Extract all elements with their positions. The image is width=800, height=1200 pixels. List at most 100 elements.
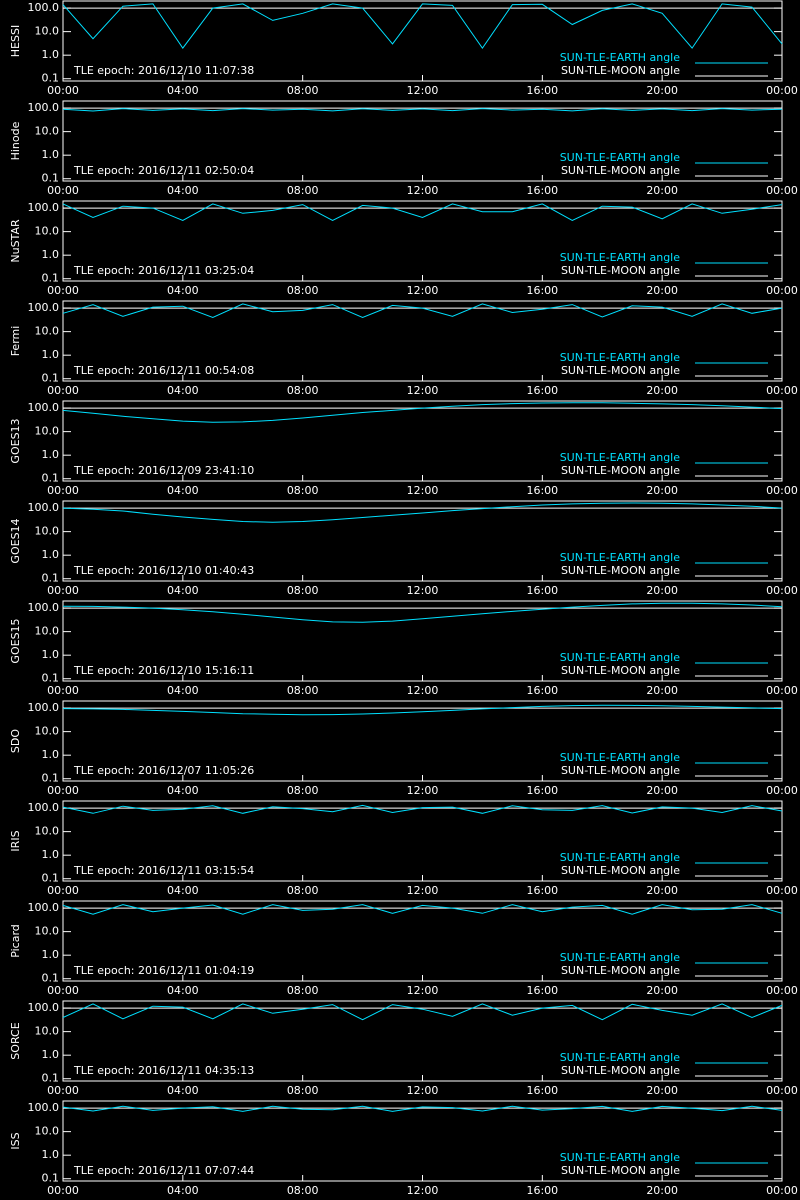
x-tick-label: 00:00 <box>47 684 79 697</box>
y-tick-label: 100.0 <box>28 201 60 214</box>
x-tick-label: 08:00 <box>287 1184 319 1197</box>
y-tick-label: 1.0 <box>42 848 60 861</box>
x-tick-label: 12:00 <box>407 384 439 397</box>
y-tick-label: 0.1 <box>42 872 60 885</box>
legend-label: SUN-TLE-MOON angle <box>561 164 680 177</box>
series-line <box>62 402 783 423</box>
y-tick-label: 100.0 <box>28 301 60 314</box>
x-tick-label: 00:00 <box>766 784 798 797</box>
y-tick-label: 0.1 <box>42 972 60 985</box>
legend-label: SUN-TLE-EARTH angle <box>560 1051 681 1064</box>
panel: 0.1 1.0 10.0 100.0 00:00 04:00 08:00 12:00 16:00… <box>9 100 798 197</box>
panel: 0.1 1.0 10.0 100.0 00:00 04:00 08:00 12:00 16:00… <box>9 400 798 497</box>
y-tick-label: 10.0 <box>35 725 60 738</box>
legend-label: SUN-TLE-MOON angle <box>561 364 680 377</box>
annotation: TLE epoch: 2016/12/11 03:25:04 <box>73 264 254 277</box>
y-tick-label: 0.1 <box>42 172 60 185</box>
y-tick-label: 0.1 <box>42 572 60 585</box>
y-tick-label: 1.0 <box>42 548 60 561</box>
x-tick-label: 00:00 <box>766 384 798 397</box>
y-tick-label: 100.0 <box>28 101 60 114</box>
x-tick-label: 00:00 <box>47 84 79 97</box>
y-tick-label: 0.1 <box>42 272 60 285</box>
x-tick-label: 16:00 <box>526 1084 558 1097</box>
y-tick-label: 100.0 <box>28 601 60 614</box>
y-tick-label: 0.1 <box>42 472 60 485</box>
legend-label: SUN-TLE-EARTH angle <box>560 851 681 864</box>
x-tick-label: 00:00 <box>766 1084 798 1097</box>
y-axis-label: Picard <box>9 924 22 958</box>
x-tick-label: 12:00 <box>407 584 439 597</box>
y-tick-label: 100.0 <box>28 1 60 14</box>
annotation: TLE epoch: 2016/12/10 11:07:38 <box>73 64 254 77</box>
x-tick-label: 00:00 <box>766 84 798 97</box>
x-tick-label: 16:00 <box>526 384 558 397</box>
x-tick-label: 04:00 <box>167 784 199 797</box>
x-tick-label: 16:00 <box>526 484 558 497</box>
annotation: TLE epoch: 2016/12/11 00:54:08 <box>73 364 254 377</box>
x-tick-label: 00:00 <box>47 784 79 797</box>
series-line <box>62 108 783 112</box>
y-tick-label: 1.0 <box>42 448 60 461</box>
legend-label: SUN-TLE-MOON angle <box>561 864 680 877</box>
series-line <box>62 904 783 915</box>
x-tick-label: 00:00 <box>47 984 79 997</box>
panel: 0.1 1.0 10.0 100.0 00:00 04:00 08:00 12:00 16:00… <box>9 300 798 397</box>
x-tick-label: 00:00 <box>766 984 798 997</box>
x-tick-label: 04:00 <box>167 484 199 497</box>
x-tick-label: 20:00 <box>646 284 678 297</box>
y-tick-label: 1.0 <box>42 248 60 261</box>
annotation: TLE epoch: 2016/12/11 03:15:54 <box>73 864 254 877</box>
legend-label: SUN-TLE-MOON angle <box>561 764 680 777</box>
legend-label: SUN-TLE-MOON angle <box>561 1064 680 1077</box>
legend-label: SUN-TLE-EARTH angle <box>560 751 681 764</box>
x-tick-label: 20:00 <box>646 1184 678 1197</box>
y-tick-label: 1.0 <box>42 1048 60 1061</box>
x-tick-label: 04:00 <box>167 184 199 197</box>
x-tick-label: 12:00 <box>407 284 439 297</box>
y-axis-label: GOES14 <box>9 518 22 563</box>
annotation: TLE epoch: 2016/12/07 11:05:26 <box>73 764 254 777</box>
x-tick-label: 16:00 <box>526 584 558 597</box>
x-tick-label: 08:00 <box>287 384 319 397</box>
legend-label: SUN-TLE-MOON angle <box>561 664 680 677</box>
y-tick-label: 1.0 <box>42 348 60 361</box>
y-axis-label: SDO <box>9 729 22 753</box>
x-tick-label: 00:00 <box>47 1084 79 1097</box>
y-tick-label: 100.0 <box>28 801 60 814</box>
x-tick-label: 16:00 <box>526 1184 558 1197</box>
x-tick-label: 12:00 <box>407 184 439 197</box>
annotation: TLE epoch: 2016/12/11 02:50:04 <box>73 164 254 177</box>
x-tick-label: 04:00 <box>167 384 199 397</box>
x-tick-label: 04:00 <box>167 284 199 297</box>
legend-label: SUN-TLE-EARTH angle <box>560 51 681 64</box>
x-tick-label: 00:00 <box>47 884 79 897</box>
legend-label: SUN-TLE-EARTH angle <box>560 251 681 264</box>
annotation: TLE epoch: 2016/12/09 23:41:10 <box>73 464 254 477</box>
y-tick-label: 1.0 <box>42 148 60 161</box>
x-tick-label: 20:00 <box>646 884 678 897</box>
x-tick-label: 08:00 <box>287 584 319 597</box>
x-tick-label: 00:00 <box>47 284 79 297</box>
y-tick-label: 0.1 <box>42 772 60 785</box>
x-tick-label: 20:00 <box>646 384 678 397</box>
legend-label: SUN-TLE-EARTH angle <box>560 351 681 364</box>
x-tick-label: 12:00 <box>407 884 439 897</box>
y-tick-label: 10.0 <box>35 325 60 338</box>
x-tick-label: 08:00 <box>287 184 319 197</box>
y-tick-label: 1.0 <box>42 948 60 961</box>
y-axis-label: GOES13 <box>9 418 22 463</box>
x-tick-label: 00:00 <box>766 1184 798 1197</box>
y-tick-label: 0.1 <box>42 1172 60 1185</box>
y-tick-label: 1.0 <box>42 748 60 761</box>
x-tick-label: 16:00 <box>526 84 558 97</box>
x-tick-label: 20:00 <box>646 584 678 597</box>
x-tick-label: 04:00 <box>167 684 199 697</box>
legend-label: SUN-TLE-EARTH angle <box>560 1151 681 1164</box>
annotation: TLE epoch: 2016/12/11 01:04:19 <box>73 964 254 977</box>
annotation: TLE epoch: 2016/12/11 07:07:44 <box>73 1164 254 1177</box>
x-tick-label: 00:00 <box>47 384 79 397</box>
y-tick-label: 10.0 <box>35 225 60 238</box>
x-tick-label: 20:00 <box>646 684 678 697</box>
